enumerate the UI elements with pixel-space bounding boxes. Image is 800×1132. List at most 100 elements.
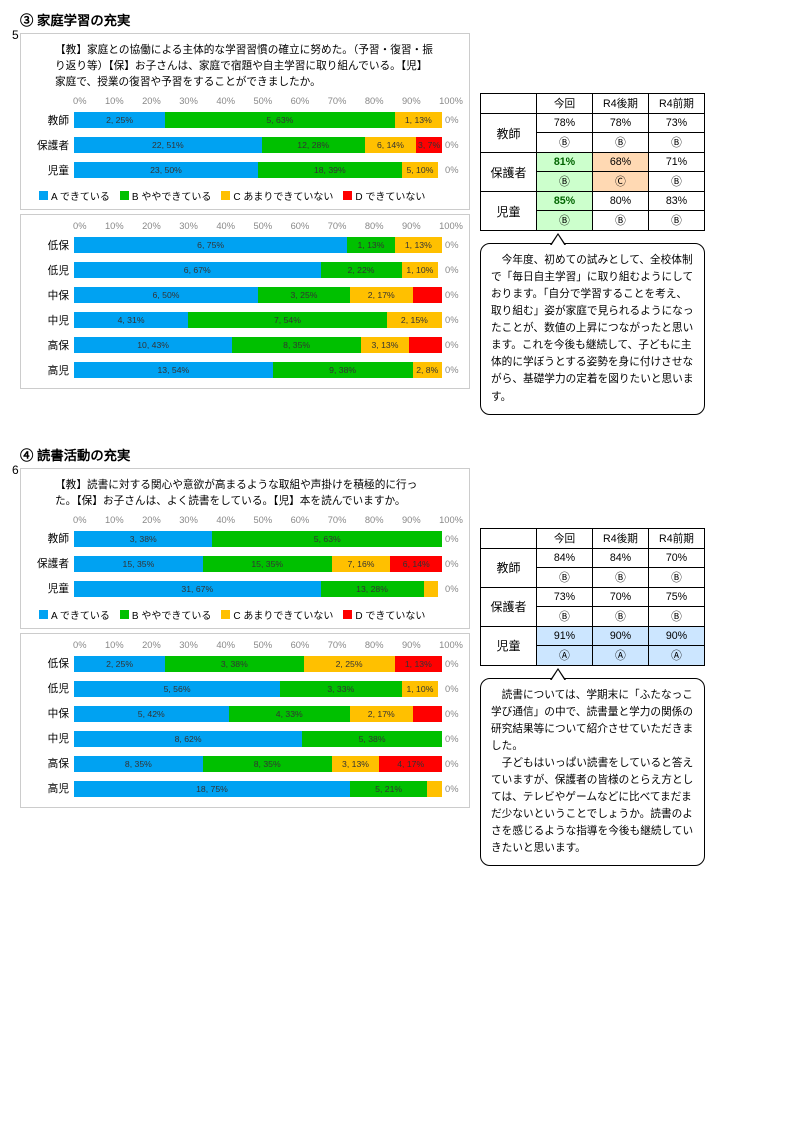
bar-segment: 9, 38% [273, 362, 413, 378]
bar-segment [413, 706, 442, 722]
zero-label: 0% [443, 659, 465, 669]
bar-row: 保護者22, 51%12, 28%6, 14%3, 7%0% [25, 134, 465, 156]
zero-label: 0% [443, 559, 465, 569]
bar-segment: 1, 13% [395, 112, 442, 128]
legend: A できているB ややできているC あまりできていないD できていない [25, 603, 465, 624]
bar-segment: 6, 14% [365, 137, 417, 153]
bar-row: 教師3, 38%5, 63%0% [25, 528, 465, 550]
bar-label: 教師 [25, 113, 73, 128]
bar-segment: 10, 43% [74, 337, 232, 353]
bar-segment: 3, 13% [332, 756, 380, 772]
bar-segment: 4, 31% [74, 312, 188, 328]
bar-segment: 6, 75% [74, 237, 347, 253]
bar-segment: 15, 35% [74, 556, 203, 572]
bar-label: 高児 [25, 363, 73, 378]
chart-title: 【教】読書に対する関心や意欲が高まるような取組や声掛けを積極的に行った。【保】お… [25, 475, 465, 515]
bar-row: 教師2, 25%5, 63%1, 13%0% [25, 109, 465, 131]
bar-segment: 5, 38% [302, 731, 442, 747]
bar-row: 低保6, 75%1, 13%1, 13%0% [25, 234, 465, 256]
axis: 0%10%20%30%40%50%60%70%80%90%100% [25, 640, 465, 650]
bar-segment: 7, 54% [188, 312, 387, 328]
bar-segment: 31, 67% [74, 581, 321, 597]
bar-row: 中児8, 62%5, 38%0% [25, 728, 465, 750]
bar-segment: 5, 10% [402, 162, 439, 178]
bar-segment: 15, 35% [203, 556, 332, 572]
bar-segment: 1, 10% [402, 262, 439, 278]
bar-row: 低児6, 67%2, 22%1, 10%0% [25, 259, 465, 281]
bar-segment: 22, 51% [74, 137, 262, 153]
zero-label: 0% [443, 759, 465, 769]
bar-segment: 12, 28% [262, 137, 365, 153]
bar-segment: 1, 13% [395, 237, 442, 253]
zero-label: 0% [443, 265, 465, 275]
bar-row: 児童31, 67%13, 28%0% [25, 578, 465, 600]
axis: 0%10%20%30%40%50%60%70%80%90%100% [25, 96, 465, 106]
bar-segment: 6, 67% [74, 262, 321, 278]
bar-label: 児童 [25, 163, 73, 178]
bar-segment: 3, 38% [74, 531, 212, 547]
bar-segment: 2, 8% [413, 362, 442, 378]
bar-label: 中保 [25, 288, 73, 303]
zero-label: 0% [443, 734, 465, 744]
zero-label: 0% [443, 340, 465, 350]
legend: A できているB ややできているC あまりできていないD できていない [25, 184, 465, 205]
section: ③ 家庭学習の充実5【教】家庭との協働による主体的な学習習慣の確立に努めた。（予… [20, 10, 780, 415]
bar-segment: 8, 35% [232, 337, 361, 353]
bar-segment: 4, 17% [379, 756, 442, 772]
bar-segment: 3, 33% [280, 681, 401, 697]
bar-row: 保護者15, 35%15, 35%7, 16%6, 14%0% [25, 553, 465, 575]
balloon: 今年度、初めての試みとして、全校体制で「毎日自主学習」に取り組むようにしておりま… [480, 243, 705, 415]
bar-segment: 2, 25% [74, 112, 165, 128]
axis: 0%10%20%30%40%50%60%70%80%90%100% [25, 221, 465, 231]
zero-label: 0% [443, 165, 465, 175]
bar-segment: 1, 13% [395, 656, 442, 672]
bar-segment [409, 337, 442, 353]
bar-segment: 2, 17% [350, 706, 413, 722]
bar-segment [424, 581, 439, 597]
zero-label: 0% [443, 315, 465, 325]
axis: 0%10%20%30%40%50%60%70%80%90%100% [25, 515, 465, 525]
balloon-text: 読書については、学期末に「ふたなっこ学び通信」の中で、読書量と学力の関係の研究結… [480, 678, 705, 867]
chart-breakdown: 0%10%20%30%40%50%60%70%80%90%100%低保2, 25… [20, 633, 470, 808]
bar-label: 低保 [25, 238, 73, 253]
balloon: 読書については、学期末に「ふたなっこ学び通信」の中で、読書量と学力の関係の研究結… [480, 678, 705, 867]
bar-segment: 3, 13% [361, 337, 409, 353]
bar-label: 中保 [25, 706, 73, 721]
zero-label: 0% [443, 140, 465, 150]
zero-label: 0% [443, 584, 465, 594]
bar-label: 低保 [25, 656, 73, 671]
bar-segment: 5, 21% [350, 781, 427, 797]
bar-row: 高保8, 35%8, 35%3, 13%4, 17%0% [25, 753, 465, 775]
bar-segment: 2, 17% [350, 287, 413, 303]
bar-segment: 1, 10% [402, 681, 439, 697]
bar-label: 児童 [25, 581, 73, 596]
bar-segment: 18, 39% [258, 162, 402, 178]
chart-main: 【教】家庭との協働による主体的な学習習慣の確立に努めた。（予習・復習・振り返り等… [20, 33, 470, 210]
bar-segment: 6, 50% [74, 287, 258, 303]
question-number: 6 [12, 463, 19, 477]
bar-label: 保護者 [25, 556, 73, 571]
bar-segment: 8, 35% [203, 756, 332, 772]
bar-segment: 3, 7% [416, 137, 442, 153]
question-number: 5 [12, 28, 19, 42]
bar-segment: 1, 13% [347, 237, 394, 253]
bar-segment: 18, 75% [74, 781, 350, 797]
zero-label: 0% [443, 115, 465, 125]
bar-row: 中保5, 42%4, 33%2, 17%0% [25, 703, 465, 725]
bar-label: 低児 [25, 263, 73, 278]
bar-segment: 3, 38% [165, 656, 303, 672]
bar-segment: 23, 50% [74, 162, 258, 178]
bar-row: 高児18, 75%5, 21%0% [25, 778, 465, 800]
bar-label: 低児 [25, 681, 73, 696]
bar-row: 高保10, 43%8, 35%3, 13% 0% [25, 334, 465, 356]
bar-label: 保護者 [25, 138, 73, 153]
bar-segment: 6, 14% [390, 556, 442, 572]
bar-segment: 5, 63% [165, 112, 395, 128]
bar-row: 中児4, 31%7, 54%2, 15%0% [25, 309, 465, 331]
section-title: ③ 家庭学習の充実 [20, 10, 780, 29]
bar-label: 中児 [25, 731, 73, 746]
zero-label: 0% [443, 240, 465, 250]
bar-segment [427, 781, 442, 797]
bar-label: 高保 [25, 338, 73, 353]
score-table: 今回R4後期R4前期教師84%84%70%ⒷⒷⒷ保護者73%70%75%ⒷⒷⒷ児… [480, 528, 705, 666]
